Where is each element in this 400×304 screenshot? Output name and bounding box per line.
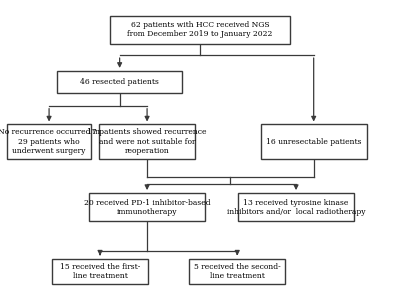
- FancyBboxPatch shape: [99, 124, 195, 159]
- Text: 20 received PD-1 inhibitor-based
immunotherapy: 20 received PD-1 inhibitor-based immunot…: [84, 199, 210, 216]
- FancyBboxPatch shape: [238, 193, 354, 221]
- Text: 15 received the first-
line treatment: 15 received the first- line treatment: [60, 263, 140, 280]
- Text: No recurrence occurred in
29 patients who
underwent surgery: No recurrence occurred in 29 patients wh…: [0, 128, 100, 155]
- FancyBboxPatch shape: [89, 193, 205, 221]
- FancyBboxPatch shape: [110, 16, 290, 44]
- Text: 5 received the second-
line treatment: 5 received the second- line treatment: [194, 263, 281, 280]
- FancyBboxPatch shape: [7, 124, 91, 159]
- FancyBboxPatch shape: [261, 124, 367, 159]
- Text: 17 patients showed recurrence
and were not suitable for
reoperation: 17 patients showed recurrence and were n…: [87, 128, 207, 155]
- FancyBboxPatch shape: [52, 258, 148, 284]
- FancyBboxPatch shape: [57, 71, 182, 93]
- Text: 16 unresectable patients: 16 unresectable patients: [266, 138, 362, 146]
- Text: 46 resected patients: 46 resected patients: [80, 78, 159, 86]
- Text: 62 patients with HCC received NGS
from December 2019 to January 2022: 62 patients with HCC received NGS from D…: [127, 21, 273, 38]
- Text: 13 received tyrosine kinase
inhibitors and/or  local radiotherapy: 13 received tyrosine kinase inhibitors a…: [227, 199, 365, 216]
- FancyBboxPatch shape: [189, 258, 285, 284]
